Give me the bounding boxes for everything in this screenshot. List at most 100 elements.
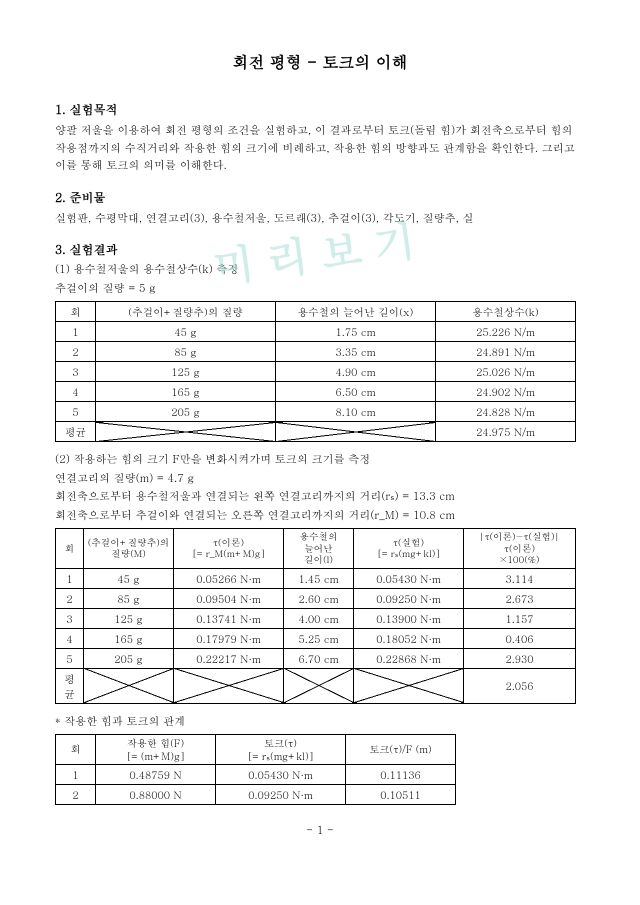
table-cell bbox=[276, 422, 436, 442]
table-cell: 3.114 bbox=[464, 568, 576, 588]
table-header-cell: (추걸이+질량추)의 질량(M) bbox=[84, 529, 174, 568]
table-cell: 0.10511 bbox=[346, 785, 456, 805]
table-cell: 4 bbox=[56, 628, 84, 648]
table-cell: 4 bbox=[56, 382, 96, 402]
table-cell: 24.902 N/m bbox=[436, 382, 576, 402]
page-number: - 1 - bbox=[55, 823, 585, 838]
table-cell: 2 bbox=[56, 785, 96, 805]
table-cell: 0.13741 N·m bbox=[174, 608, 284, 628]
exp1-note: 추걸이의 질량 = 5 g bbox=[55, 281, 585, 298]
section-3-heading: 3. 실험결과 bbox=[55, 241, 585, 258]
table-header-cell: 용수철상수(k) bbox=[436, 302, 576, 322]
exp2-note3: 회전축으로부터 추걸이와 연결되는 오른쪽 연결고리까지의 거리(r_M) = … bbox=[55, 508, 585, 525]
table-cell: 85 g bbox=[84, 588, 174, 608]
table-header-cell: 회 bbox=[56, 735, 96, 765]
table-cell: 2.056 bbox=[464, 668, 576, 703]
table-cell bbox=[84, 668, 174, 703]
table-header-cell: (추걸이+질량추)의 질량 bbox=[96, 302, 276, 322]
table-cell: 0.05430 N·m bbox=[354, 568, 464, 588]
table-cell: 25.226 N/m bbox=[436, 322, 576, 342]
table-cell: 165 g bbox=[84, 628, 174, 648]
table-header-cell: 토크(τ)[= rₛ(mg+kl)] bbox=[216, 735, 346, 765]
table-cell: 2.60 cm bbox=[284, 588, 354, 608]
table-cell: 24.828 N/m bbox=[436, 402, 576, 422]
table-cell: 45 g bbox=[84, 568, 174, 588]
table-spring-constant: 회(추걸이+질량추)의 질량용수철의 늘어난 길이(x)용수철상수(k) 145 … bbox=[55, 301, 576, 442]
table-cell: 0.48759 N bbox=[96, 765, 216, 785]
table-cell: 5 bbox=[56, 402, 96, 422]
table-torque-measurement: 회(추걸이+질량추)의 질량(M)τ(이론)[= r_M(m+M)g]용수철의늘… bbox=[55, 528, 576, 703]
table-cell: 6.70 cm bbox=[284, 648, 354, 668]
table-header-cell: 용수철의 늘어난 길이(x) bbox=[276, 302, 436, 322]
table-cell: 6.50 cm bbox=[276, 382, 436, 402]
table-cell: 4.00 cm bbox=[284, 608, 354, 628]
table-cell: 165 g bbox=[96, 382, 276, 402]
table-cell: 2.930 bbox=[464, 648, 576, 668]
section-2-heading: 2. 준비물 bbox=[55, 189, 585, 206]
table-header-cell: 회 bbox=[56, 529, 84, 568]
table-cell bbox=[354, 668, 464, 703]
table-cell: 3 bbox=[56, 362, 96, 382]
page-title: 회전 평형 - 토크의 이해 bbox=[55, 50, 585, 73]
table-cell: 0.13900 N·m bbox=[354, 608, 464, 628]
exp1-caption: (1) 용수철저울의 용수철상수(k) 측정 bbox=[55, 262, 585, 279]
section-1-body: 양팔 저울을 이용하여 회전 평형의 조건을 실험하고, 이 결과로부터 토크(… bbox=[55, 122, 585, 175]
table-cell: 2.673 bbox=[464, 588, 576, 608]
table-cell: 0.05430 N·m bbox=[216, 765, 346, 785]
table-cell: 0.406 bbox=[464, 628, 576, 648]
table-cell: 평균 bbox=[56, 422, 96, 442]
table-cell: 5.25 cm bbox=[284, 628, 354, 648]
table-cell: 1.75 cm bbox=[276, 322, 436, 342]
document-page: 미리보기 회전 평형 - 토크의 이해 1. 실험목적 양팔 저울을 이용하여 … bbox=[0, 0, 640, 868]
exp2-caption: (2) 작용하는 힘의 크기 F만을 변화시켜가며 토크의 크기를 측정 bbox=[55, 452, 585, 469]
exp2-note2: 회전축으로부터 용수철저울과 연결되는 왼쪽 연결고리까지의 거리(rₛ) = … bbox=[55, 489, 585, 506]
table-cell bbox=[284, 668, 354, 703]
table-cell: 평균 bbox=[56, 668, 84, 703]
table-cell: 3.35 cm bbox=[276, 342, 436, 362]
table-cell: 24.891 N/m bbox=[436, 342, 576, 362]
table-cell: 1.45 cm bbox=[284, 568, 354, 588]
table-header-cell: τ(실험)[= rₛ(mg+kl)] bbox=[354, 529, 464, 568]
table-cell: 0.17979 N·m bbox=[174, 628, 284, 648]
table-cell: 125 g bbox=[84, 608, 174, 628]
table-cell: 0.88000 N bbox=[96, 785, 216, 805]
table-header-cell: |τ(이론)−τ(실험)|τ(이론)×100(%) bbox=[464, 529, 576, 568]
section-2-body: 실험판, 수평막대, 연결고리(3), 용수철저울, 도르래(3), 추걸이(3… bbox=[55, 210, 585, 228]
table-cell: 0.09250 N·m bbox=[354, 588, 464, 608]
table-cell: 85 g bbox=[96, 342, 276, 362]
table-cell: 45 g bbox=[96, 322, 276, 342]
table-cell bbox=[174, 668, 284, 703]
table-cell: 0.22868 N·m bbox=[354, 648, 464, 668]
table-cell: 2 bbox=[56, 342, 96, 362]
table-header-cell: 작용한 힘(F)[= (m+M)g] bbox=[96, 735, 216, 765]
table-cell: 4.90 cm bbox=[276, 362, 436, 382]
table-cell: 0.05266 N·m bbox=[174, 568, 284, 588]
table-cell: 5 bbox=[56, 648, 84, 668]
table-cell: 1.157 bbox=[464, 608, 576, 628]
section-1-heading: 1. 실험목적 bbox=[55, 101, 585, 118]
table-force-torque: 회작용한 힘(F)[= (m+M)g]토크(τ)[= rₛ(mg+kl)]토크(… bbox=[55, 734, 456, 805]
table-cell: 1 bbox=[56, 322, 96, 342]
table-cell: 0.09504 N·m bbox=[174, 588, 284, 608]
exp2-note1: 연결고리의 질량(m) = 4.7 g bbox=[55, 471, 585, 488]
table-cell: 0.11136 bbox=[346, 765, 456, 785]
table-cell: 3 bbox=[56, 608, 84, 628]
table-header-cell: 회 bbox=[56, 302, 96, 322]
table-cell: 205 g bbox=[84, 648, 174, 668]
table-header-cell: 용수철의늘어난길이(l) bbox=[284, 529, 354, 568]
table-cell: 25.026 N/m bbox=[436, 362, 576, 382]
table-cell bbox=[96, 422, 276, 442]
table-header-cell: 토크(τ)/F (m) bbox=[346, 735, 456, 765]
table-cell: 8.10 cm bbox=[276, 402, 436, 422]
table-cell: 0.18052 N·m bbox=[354, 628, 464, 648]
table-cell: 1 bbox=[56, 568, 84, 588]
table-cell: 24.975 N/m bbox=[436, 422, 576, 442]
table-header-cell: τ(이론)[= r_M(m+M)g] bbox=[174, 529, 284, 568]
table-cell: 205 g bbox=[96, 402, 276, 422]
table-cell: 1 bbox=[56, 765, 96, 785]
table-cell: 2 bbox=[56, 588, 84, 608]
exp3-caption: * 작용한 힘과 토크의 관계 bbox=[55, 714, 585, 731]
table-cell: 125 g bbox=[96, 362, 276, 382]
table-cell: 0.09250 N·m bbox=[216, 785, 346, 805]
table-cell: 0.22217 N·m bbox=[174, 648, 284, 668]
